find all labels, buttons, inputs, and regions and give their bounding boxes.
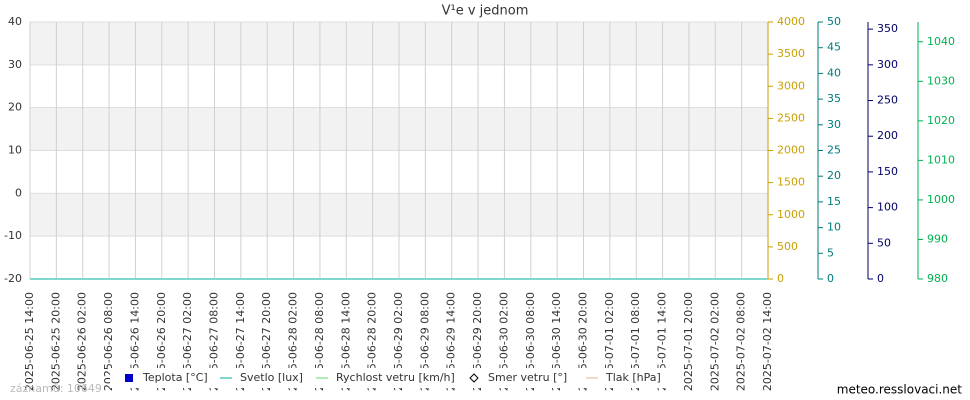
y-tick-label: 45 [827,41,841,54]
y-tick-label: -10 [4,229,22,242]
y-tick-label: 1000 [927,193,955,206]
x-tick-label: 2025-06-25 14:00 [23,292,36,391]
y-tick-label: 40 [8,15,22,28]
x-tick-label: 2025-07-02 08:00 [735,292,748,391]
y-tick-label: 30 [8,58,22,71]
legend-label: Svetlo [lux] [240,371,303,384]
y-tick-label: 0 [15,186,22,199]
x-tick-label: 2025-06-26 14:00 [128,292,141,391]
x-tick-label: 2025-06-26 20:00 [155,292,168,391]
legend-label: Teplota [°C] [142,371,208,384]
chart-title: V¹e v jednom [442,4,529,19]
y-tick-label: 200 [877,129,898,142]
x-tick-label: 2025-06-28 14:00 [339,292,352,391]
y-tick-label: 5 [827,246,834,259]
x-tick-label: 2025-06-26 08:00 [102,292,115,391]
y-tick-label: 980 [927,272,948,285]
y-tick-label: 4000 [777,15,805,28]
x-tick-label: 2025-07-02 02:00 [708,292,721,391]
legend-label: Rychlost vetru [km/h] [336,371,455,384]
site-name: meteo.resslovaci.net [837,383,963,397]
x-tick-label: 2025-06-27 02:00 [181,292,194,391]
y-tick-label: 20 [8,101,22,114]
record-count: záznamů: 10649 [10,382,102,395]
legend: Teplota [°C] Svetlo [lux] Rychlost vetru [… [110,368,670,388]
y-tick-label: 1500 [777,176,805,189]
y-tick-label: 10 [827,221,841,234]
x-tick-label: 2025-06-30 20:00 [577,292,590,391]
x-tick-label: 2025-06-28 08:00 [313,292,326,391]
x-tick-label: 2025-06-30 14:00 [550,292,563,391]
x-tick-label: 2025-06-30 08:00 [524,292,537,391]
y-tick-label: 2000 [777,144,805,157]
x-tick-label: 2025-07-01 08:00 [629,292,642,391]
y-tick-label: 10 [8,144,22,157]
legend-marker [125,374,133,382]
x-tick-label: 2025-07-01 20:00 [682,292,695,391]
x-tick-label: 2025-07-02 14:00 [761,292,774,391]
x-tick-label: 2025-06-26 02:00 [76,292,89,391]
x-tick-label: 2025-06-30 02:00 [497,292,510,391]
y-tick-label: 0 [777,272,784,285]
x-tick-label: 2025-06-29 08:00 [418,292,431,391]
x-tick-label: 2025-06-28 02:00 [287,292,300,391]
y-tick-label: 100 [877,201,898,214]
legend-label: Tlak [hPa] [605,371,661,384]
x-tick-label: 2025-06-27 14:00 [234,292,247,391]
y-tick-label: 30 [827,118,841,131]
y-tick-label: 1040 [927,35,955,48]
y-tick-label: 15 [827,195,841,208]
y-tick-label: 1030 [927,74,955,87]
y-tick-label: 990 [927,232,948,245]
legend-label: Smer vetru [°] [488,371,567,384]
y-tick-label: 25 [827,144,841,157]
y-tick-label: 1010 [927,153,955,166]
y-tick-label: 300 [877,58,898,71]
x-tick-label: 2025-06-25 20:00 [49,292,62,391]
x-tick-label: 2025-06-29 02:00 [392,292,405,391]
y-tick-label: 0 [827,272,834,285]
y-tick-label: 250 [877,94,898,107]
y-tick-label: -20 [4,272,22,285]
y-tick-label: 0 [877,272,884,285]
y-tick-label: 50 [827,15,841,28]
y-tick-label: 3500 [777,47,805,60]
y-tick-label: 50 [877,236,891,249]
y-tick-label: 350 [877,22,898,35]
x-tick-label: 2025-07-01 14:00 [656,292,669,391]
legend-bg [110,368,670,388]
x-tick-label: 2025-07-01 02:00 [603,292,616,391]
y-tick-label: 1000 [777,208,805,221]
x-tick-label: 2025-06-27 20:00 [260,292,273,391]
x-tick-label: 2025-06-29 14:00 [445,292,458,391]
y-tick-label: 35 [827,92,841,105]
y-tick-label: 40 [827,66,841,79]
y-tick-label: 20 [827,169,841,182]
y-tick-label: 500 [777,240,798,253]
y-tick-label: 3000 [777,79,805,92]
legend-marker [469,373,479,383]
x-tick-label: 2025-06-28 20:00 [366,292,379,391]
x-tick-label: 2025-06-29 20:00 [471,292,484,391]
y-tick-label: 1020 [927,114,955,127]
x-tick-label: 2025-06-27 08:00 [208,292,221,391]
y-tick-label: 2500 [777,111,805,124]
y-tick-label: 150 [877,165,898,178]
